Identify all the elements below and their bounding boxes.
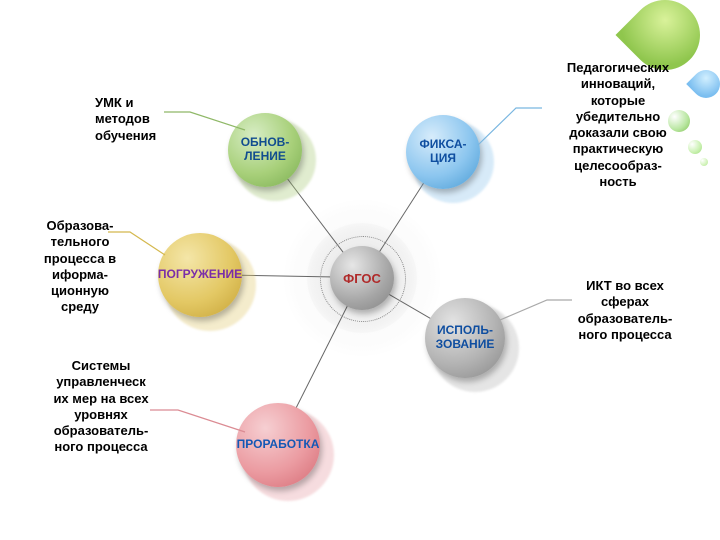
diagram-canvas: ФГОС ОБНОВ- ЛЕНИЕ ФИКСА- ЦИЯ ПОГРУЖЕНИЕ ИСП… — [0, 0, 720, 540]
droplet-icon — [700, 158, 708, 166]
droplet-icon — [688, 140, 702, 154]
node-label: ФИКСА- ЦИЯ — [419, 138, 466, 166]
node-pogruzhenie: ПОГРУЖЕНИЕ — [158, 233, 242, 317]
center-node-label: ФГОС — [343, 271, 381, 286]
node-label: ОБНОВ- ЛЕНИЕ — [241, 136, 290, 164]
node-label: ПРОРАБОТКА — [237, 438, 320, 452]
annotation-fiksatsiya: Педагогических инноваций, которые убедит… — [548, 60, 688, 190]
center-node: ФГОС — [330, 246, 394, 310]
annotation-obnovlenie: УМК и методов обучения — [95, 95, 190, 144]
annotation-ispolzovanie: ИКТ во всех сферах образователь- ного пр… — [560, 278, 690, 343]
node-prorabotka: ПРОРАБОТКА — [236, 403, 320, 487]
annotation-prorabotka: Системы управленческ их мер на всех уров… — [36, 358, 166, 456]
leaf-icon — [686, 64, 720, 104]
node-label: ПОГРУЖЕНИЕ — [158, 268, 242, 282]
node-ispolzovanie: ИСПОЛЬ- ЗОВАНИЕ — [425, 298, 505, 378]
node-fiksatsiya: ФИКСА- ЦИЯ — [406, 115, 480, 189]
node-obnovlenie: ОБНОВ- ЛЕНИЕ — [228, 113, 302, 187]
annotation-pogruzhenie: Образова- тельного процесса в иформа- ци… — [30, 218, 130, 316]
node-label: ИСПОЛЬ- ЗОВАНИЕ — [436, 324, 495, 352]
